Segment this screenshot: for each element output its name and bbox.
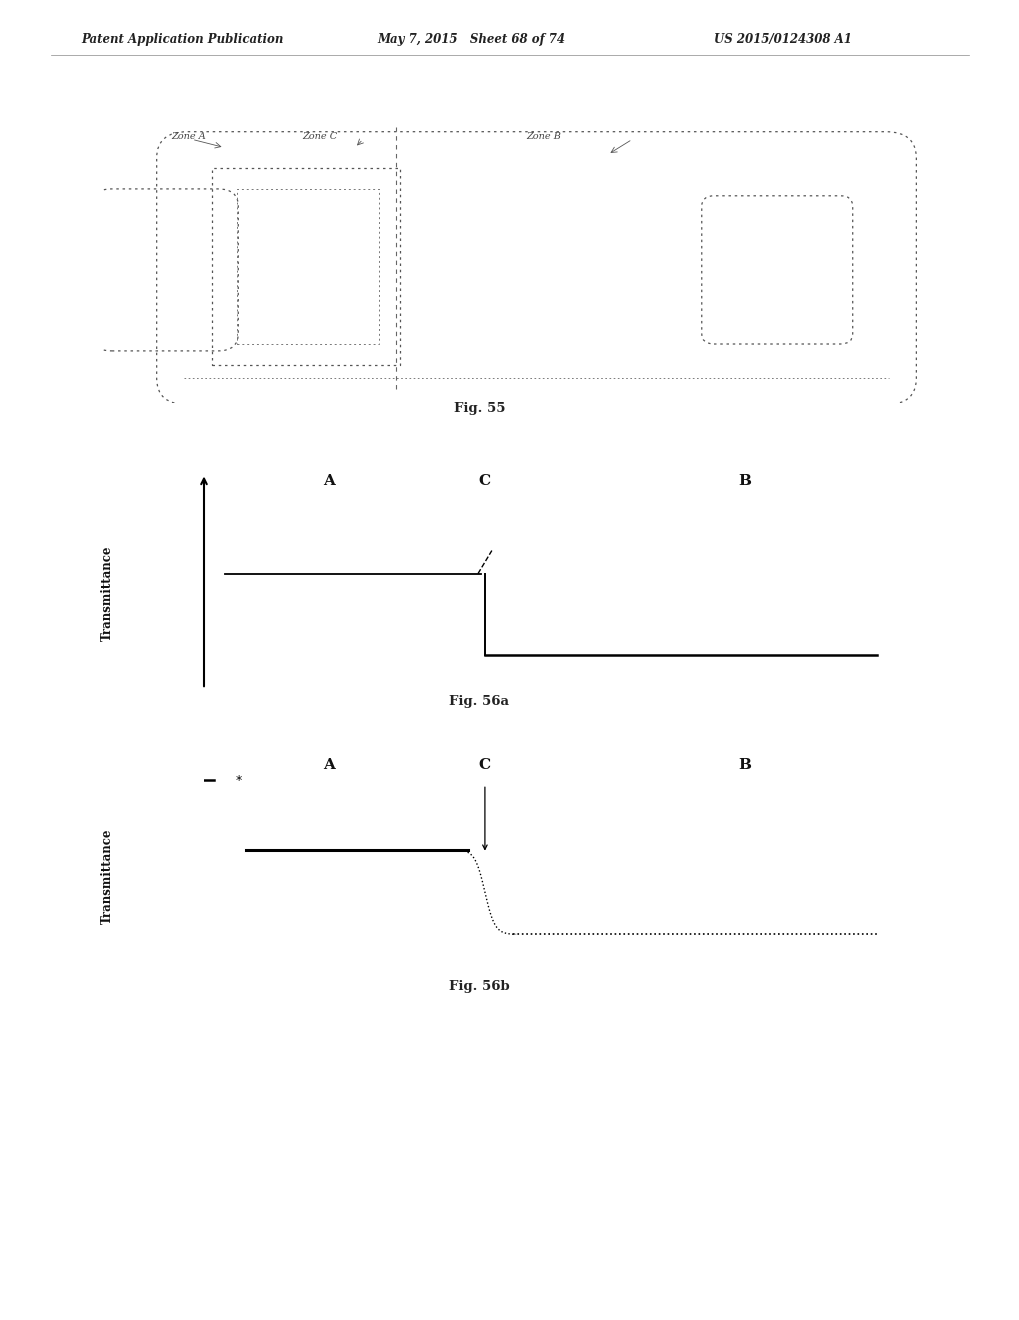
Text: Zone B: Zone B bbox=[526, 132, 560, 141]
Text: B: B bbox=[738, 758, 751, 772]
Text: Transmittance: Transmittance bbox=[100, 829, 113, 924]
Text: Transmittance: Transmittance bbox=[100, 545, 113, 640]
Text: May 7, 2015   Sheet 68 of 74: May 7, 2015 Sheet 68 of 74 bbox=[377, 33, 565, 46]
Text: B: B bbox=[738, 474, 751, 488]
Text: Fig. 55: Fig. 55 bbox=[453, 401, 504, 414]
Text: US 2015/0124308 A1: US 2015/0124308 A1 bbox=[713, 33, 851, 46]
Text: Zone C: Zone C bbox=[302, 132, 337, 141]
Text: Zone A: Zone A bbox=[171, 132, 206, 141]
Text: A: A bbox=[323, 474, 334, 488]
Text: C: C bbox=[478, 758, 490, 772]
Text: C: C bbox=[478, 474, 490, 488]
Text: Fig. 56b: Fig. 56b bbox=[448, 979, 510, 993]
Text: Fig. 56a: Fig. 56a bbox=[449, 694, 508, 708]
Text: Patent Application Publication: Patent Application Publication bbox=[82, 33, 283, 46]
Text: A: A bbox=[323, 758, 334, 772]
Text: *: * bbox=[235, 774, 242, 787]
